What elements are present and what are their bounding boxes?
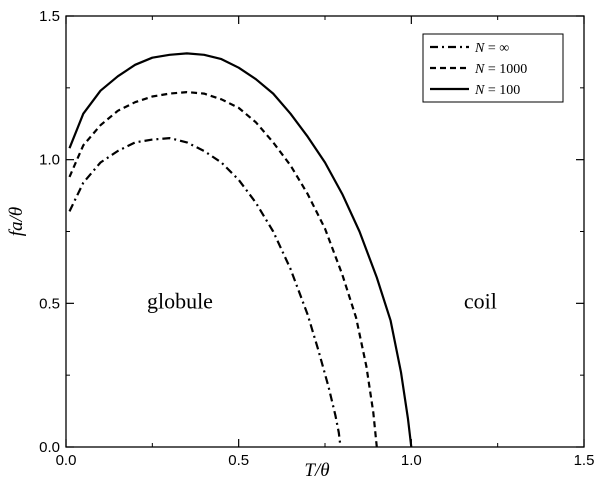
x-tick-label: 0.0 [56, 452, 77, 469]
x-tick-label: 0.5 [228, 452, 249, 469]
y-tick-label: 1.0 [39, 152, 60, 169]
series-layer [68, 52, 413, 448]
legend-entry-2: N = 100 [474, 83, 520, 98]
series-line-0 [68, 137, 342, 448]
y-axis-label: fa/θ [6, 207, 27, 236]
x-tick-label: 1.0 [401, 452, 422, 469]
y-tick-label: 0.5 [39, 295, 60, 312]
legend-box [422, 33, 564, 103]
y-tick-label: 0.0 [39, 439, 60, 456]
region-annotations: globule coil [147, 288, 497, 313]
region-label-1: coil [464, 288, 497, 313]
region-label-0: globule [147, 288, 213, 313]
x-tick-label: 1.5 [574, 452, 595, 469]
axis-ticks: 0.0 0.5 1.0 1.5 0.0 0.5 1.0 1.5 [39, 8, 594, 469]
legend: N = ∞ N = 1000 N = 100 [422, 33, 564, 103]
x-axis-label: T/θ [304, 460, 329, 481]
legend-entry-0: N = ∞ [474, 41, 509, 56]
y-tick-label: 1.5 [39, 8, 60, 25]
legend-entry-1: N = 1000 [474, 62, 527, 77]
series-line-2 [68, 52, 413, 448]
series-line-1 [68, 90, 378, 448]
